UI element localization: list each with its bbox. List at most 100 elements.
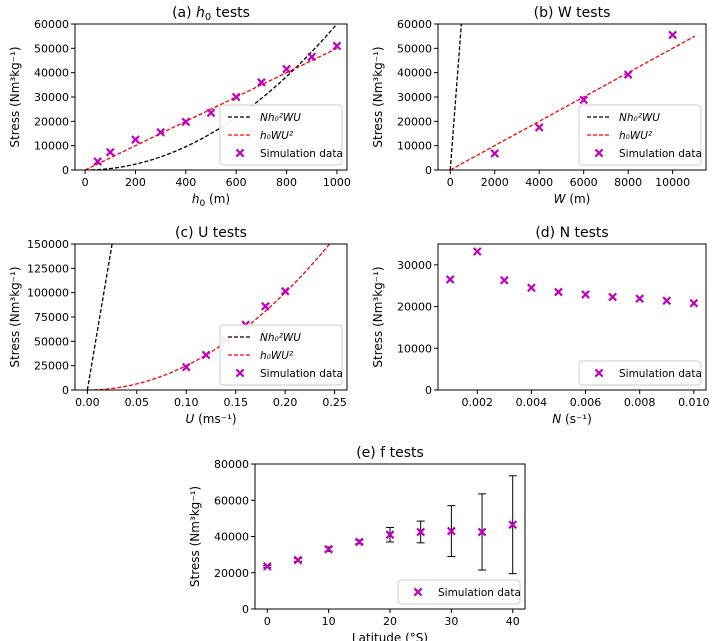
chart-title: (d) N tests: [535, 225, 608, 241]
chart-d: (d) N tests Stress (Nm³kg⁻¹) N (s⁻¹) 0.002 0…: [371, 225, 710, 426]
y-tick-label: 10000: [34, 140, 69, 153]
y-tick-label: 0: [242, 603, 249, 616]
data-point: [261, 301, 270, 311]
x-tick-label: 0.008: [624, 396, 656, 409]
y-tick-label: 30000: [397, 91, 432, 104]
data-point: [93, 157, 103, 166]
y-tick-label: 60000: [397, 18, 432, 31]
data-point: [280, 286, 290, 296]
data-point: [324, 544, 334, 554]
data-point: [156, 127, 166, 137]
data-point: [689, 298, 699, 308]
legend-label: Simulation data: [260, 148, 343, 160]
y-tick-label: 0: [62, 384, 69, 397]
x-tick-label: 40: [506, 615, 520, 628]
x-tick-label: 0: [264, 615, 271, 628]
y-tick-label: 100000: [27, 287, 69, 300]
data-point: [581, 290, 590, 299]
x-tick-label: 0.010: [678, 396, 710, 409]
data-point: [662, 296, 672, 306]
x-axis-label: Latitude (°S): [352, 631, 428, 641]
y-tick-label: 20000: [214, 567, 249, 580]
y-tick-label: 30000: [34, 91, 69, 104]
chart-title: (b) W tests: [534, 5, 611, 21]
legend: Nh₀²WU h₀WU² Simulation data: [219, 324, 343, 386]
series-line-1: [449, 35, 696, 170]
data-point: [534, 123, 544, 132]
legend-marker-swatch: [594, 148, 604, 158]
plot-frame: [437, 243, 707, 391]
plot-frame: [74, 23, 348, 171]
legend-label: h₀WU²: [619, 130, 653, 142]
data-point: [256, 78, 266, 87]
legend-box: [397, 579, 521, 605]
x-tick-label: 0.05: [125, 396, 150, 409]
y-tick-label: 30000: [397, 259, 432, 272]
y-axis-label: Stress (Nm³kg⁻¹): [371, 46, 385, 147]
chart-e: (e) f tests Stress (Nm³kg⁻¹) Latitude (°S)…: [188, 445, 526, 641]
data-point: [635, 294, 645, 304]
series-line-1: [84, 47, 338, 170]
data-point: [446, 526, 456, 536]
legend-label: h₀WU²: [260, 350, 294, 362]
legend-label: Simulation data: [619, 368, 702, 380]
y-tick-label: 0: [425, 164, 432, 177]
y-tick-label: 20000: [397, 301, 432, 314]
y-tick-label: 80000: [214, 458, 249, 471]
x-tick-label: 6000: [570, 176, 598, 189]
legend-label: h₀WU²: [260, 130, 294, 142]
y-tick-label: 150000: [27, 238, 69, 251]
legend-label: Simulation data: [438, 587, 521, 599]
legend-label: Nh₀²WU: [260, 332, 301, 344]
y-tick-label: 75000: [34, 311, 69, 324]
plot-frame: [254, 463, 526, 610]
legend: Simulation data: [578, 360, 702, 386]
legend: Nh₀²WU h₀WU² Simulation data: [578, 104, 702, 166]
y-tick-label: 20000: [397, 115, 432, 128]
data-point: [262, 562, 272, 571]
data-point: [206, 108, 216, 118]
x-axis-label: U (ms⁻¹): [185, 412, 236, 426]
chart-title: (a) h0 tests: [172, 5, 250, 23]
legend-box: [219, 104, 343, 166]
y-tick-label: 25000: [34, 360, 69, 373]
data-point: [554, 287, 563, 297]
data-point: [131, 135, 140, 144]
series-line-0: [85, 24, 338, 170]
data-point: [181, 117, 191, 127]
x-tick-label: 30: [444, 615, 458, 628]
legend-marker-swatch: [413, 587, 423, 597]
x-tick-label: 0: [82, 176, 89, 189]
x-tick-label: 1000: [323, 176, 351, 189]
legend: Simulation data: [397, 579, 521, 605]
y-axis-label: Stress (Nm³kg⁻¹): [371, 266, 385, 367]
x-tick-label: 8000: [614, 176, 642, 189]
data-point: [416, 527, 426, 537]
x-tick-label: 0: [447, 176, 454, 189]
chart-a: (a) h0 tests Stress (Nm³kg⁻¹) h0 (m) 0 200 40…: [8, 5, 351, 209]
chart-title: (e) f tests: [356, 445, 424, 461]
y-tick-label: 10000: [397, 140, 432, 153]
chart-c: (c) U tests Stress (Nm³kg⁻¹) U (ms⁻¹) 0.00 0…: [8, 225, 348, 426]
legend-box: [578, 104, 702, 166]
y-tick-label: 60000: [214, 494, 249, 507]
data-point: [307, 52, 317, 62]
x-tick-label: 10000: [655, 176, 690, 189]
data-point: [354, 537, 364, 547]
x-tick-label: 20: [383, 615, 397, 628]
x-tick-label: 0.00: [75, 396, 100, 409]
legend: Nh₀²WU h₀WU² Simulation data: [219, 104, 343, 166]
x-tick-label: 0.20: [273, 396, 298, 409]
y-tick-label: 40000: [214, 531, 249, 544]
legend-label: Simulation data: [260, 368, 343, 380]
legend-label: Simulation data: [619, 148, 702, 160]
x-tick-label: 2000: [481, 176, 509, 189]
data-point: [608, 292, 617, 302]
y-axis-label: Stress (Nm³kg⁻¹): [188, 486, 202, 587]
data-point: [445, 275, 455, 284]
data-point: [181, 362, 191, 372]
x-tick-label: 800: [276, 176, 297, 189]
data-point: [201, 350, 211, 360]
data-point: [385, 530, 395, 540]
